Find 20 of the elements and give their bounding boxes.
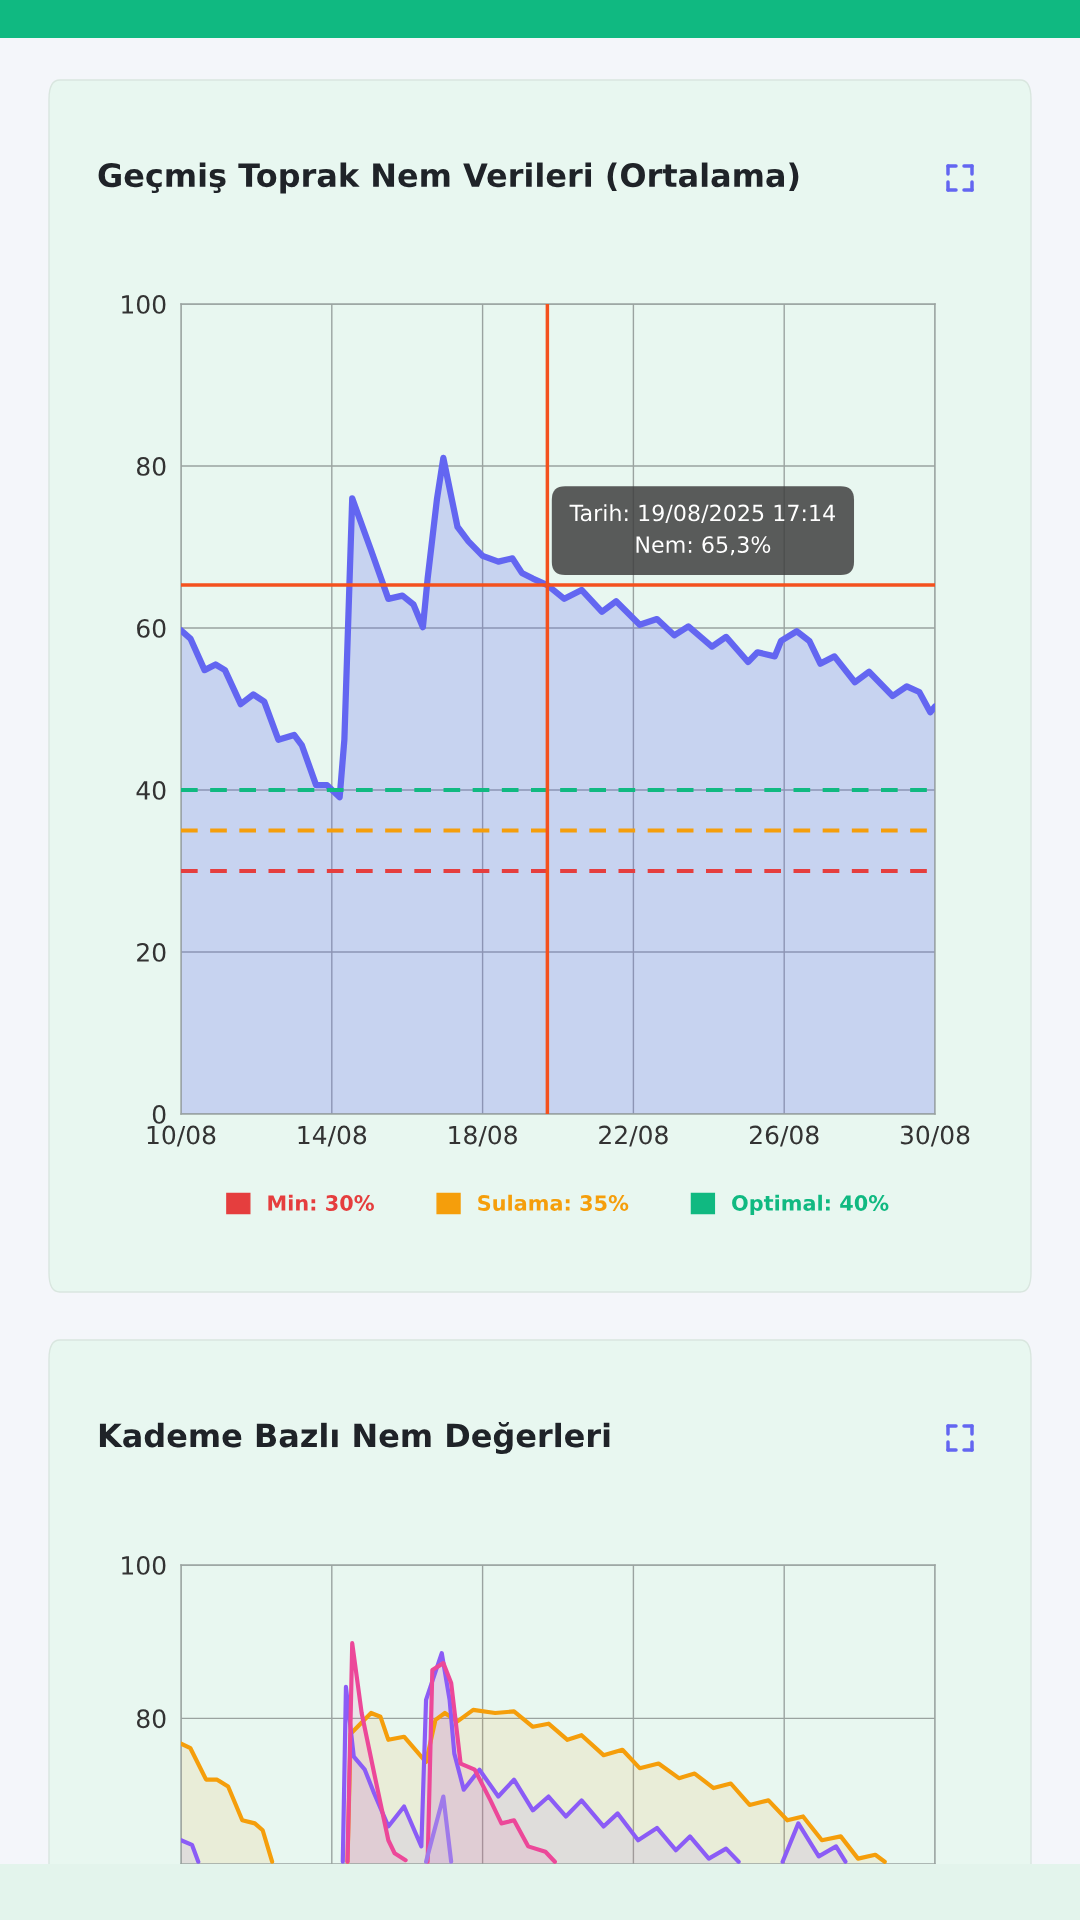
annotation: Tarih: 19/08/2025 17:14 Nem: 65,3% bbox=[569, 504, 835, 556]
chart-title: Kademe Bazlı Nem Değerleri bbox=[99, 1422, 610, 1454]
chart-title: Geçmiş Toprak Nem Verileri (Ortalama) bbox=[98, 162, 799, 194]
y-tick-label: 40 bbox=[136, 780, 166, 800]
legend-label: Sulama: 35% bbox=[478, 1194, 629, 1211]
x-tick-label: 10/08 bbox=[147, 1125, 216, 1147]
y-tick-label: 80 bbox=[136, 456, 166, 476]
y-tick-label: 20 bbox=[137, 942, 166, 962]
legend-label: Optimal: 40% bbox=[732, 1194, 889, 1215]
x-tick-label: 22/08 bbox=[599, 1125, 668, 1147]
y-tick-label: 0 bbox=[152, 1104, 166, 1124]
x-tick-label: 30/08 bbox=[900, 1125, 970, 1147]
y-tick-label: 80 bbox=[136, 1709, 166, 1729]
x-tick-label: 14/08 bbox=[298, 1125, 367, 1147]
y-tick-label: 60 bbox=[137, 618, 166, 638]
x-tick-label: 18/08 bbox=[449, 1125, 517, 1147]
legend-label: Min: 30% bbox=[268, 1194, 374, 1211]
y-tick-label: 100 bbox=[122, 1555, 166, 1575]
x-tick-label: 26/08 bbox=[750, 1125, 819, 1147]
y-tick-label: 100 bbox=[122, 294, 166, 314]
